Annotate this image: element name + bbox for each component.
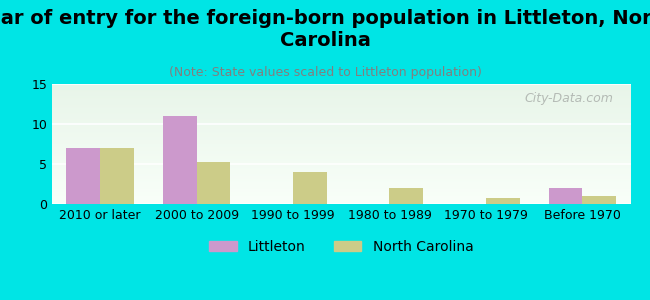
Bar bbox=[293, 172, 327, 204]
Bar bbox=[163, 116, 196, 204]
Bar bbox=[66, 148, 100, 204]
Text: Year of entry for the foreign-born population in Littleton, North
Carolina: Year of entry for the foreign-born popul… bbox=[0, 9, 650, 50]
Bar bbox=[486, 198, 519, 204]
Text: City-Data.com: City-Data.com bbox=[525, 92, 613, 105]
Text: (Note: State values scaled to Littleton population): (Note: State values scaled to Littleton … bbox=[168, 66, 482, 79]
Bar bbox=[549, 188, 582, 204]
Bar bbox=[196, 162, 230, 204]
Bar bbox=[389, 188, 423, 204]
Legend: Littleton, North Carolina: Littleton, North Carolina bbox=[203, 234, 479, 260]
Bar bbox=[582, 196, 616, 204]
Bar bbox=[100, 148, 134, 204]
